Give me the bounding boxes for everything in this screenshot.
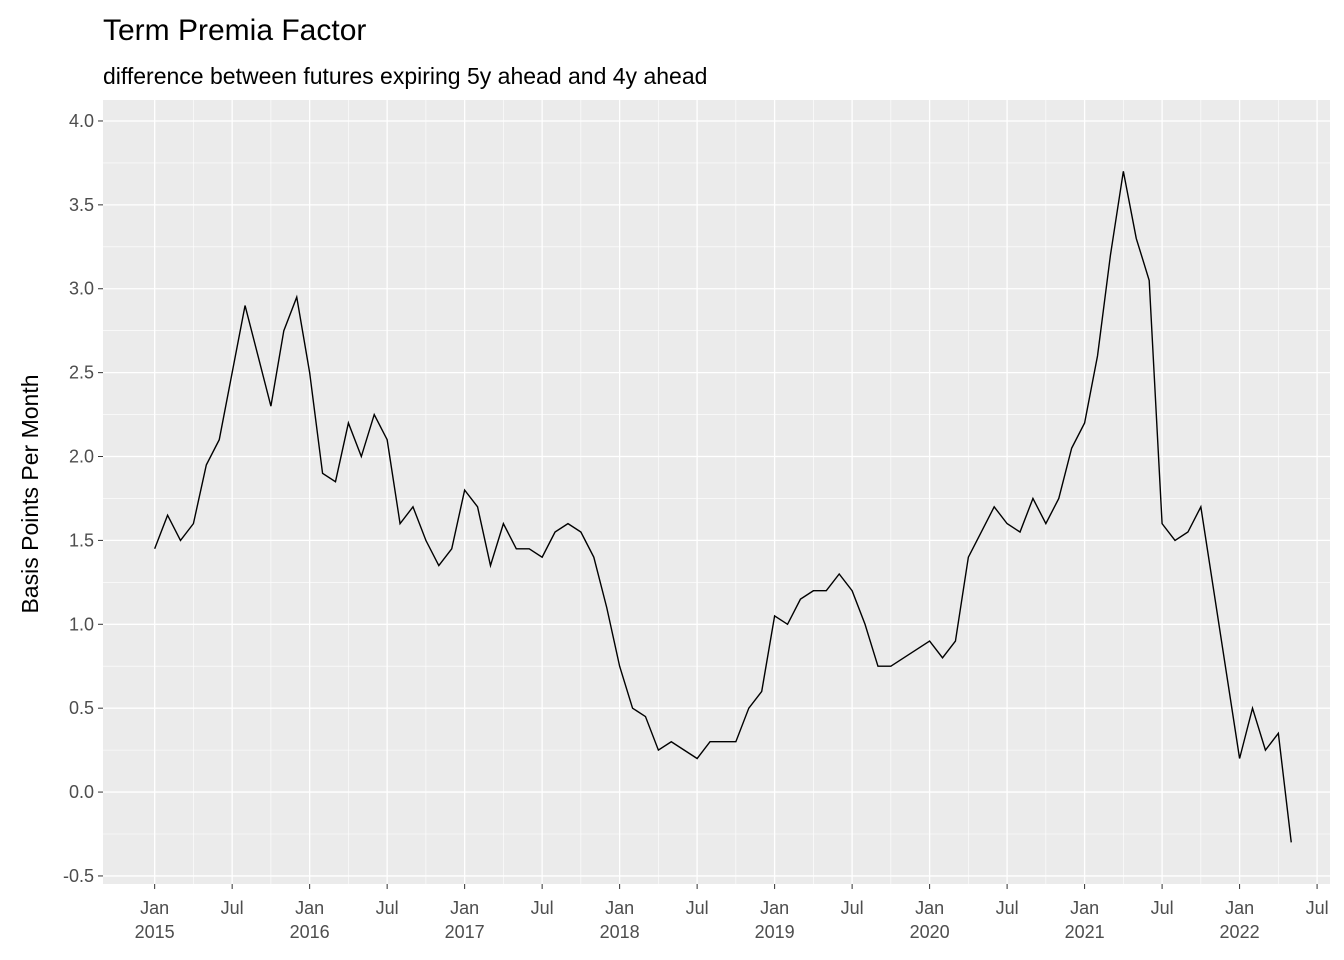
panel [103, 100, 1330, 884]
x-tick-label: Jan 2018 [599, 898, 640, 942]
x-tick-label: Jan 2017 [444, 898, 485, 942]
x-tick-label: Jul [685, 898, 709, 918]
x-tick-label: Jul [375, 898, 399, 918]
x-tick-label: Jan 2015 [134, 898, 175, 942]
x-tick-label: Jul [840, 898, 864, 918]
x-tick-label: Jul [220, 898, 244, 918]
line-series [154, 171, 1292, 843]
y-tick-label: 1.0 [69, 614, 94, 634]
y-tick-label: 1.5 [69, 530, 94, 550]
x-tick-label: Jan 2021 [1064, 898, 1105, 942]
y-tick-label: -0.5 [63, 866, 94, 886]
y-tick-label: 0.0 [69, 782, 94, 802]
x-tick-label: Jul [995, 898, 1019, 918]
chart-subtitle: difference between futures expiring 5y a… [103, 63, 707, 89]
x-tick-label: Jan 2019 [754, 898, 795, 942]
y-tick-label: 4.0 [69, 111, 94, 131]
x-tick-label: Jan 2020 [909, 898, 950, 942]
x-tick-label: Jan 2022 [1219, 898, 1260, 942]
y-tick-label: 2.5 [69, 363, 94, 383]
y-tick-label: 2.0 [69, 447, 94, 467]
y-tick-label: 0.5 [69, 698, 94, 718]
y-tick-label: 3.5 [69, 195, 94, 215]
chart-title: Term Premia Factor [103, 14, 366, 47]
x-tick-label: Jul [1305, 898, 1329, 918]
y-axis-title: Basis Points Per Month [17, 374, 43, 613]
y-tick-label: 3.0 [69, 279, 94, 299]
x-tick-label: Jul [1150, 898, 1174, 918]
x-tick-label: Jan 2016 [289, 898, 330, 942]
x-tick-label: Jul [530, 898, 554, 918]
